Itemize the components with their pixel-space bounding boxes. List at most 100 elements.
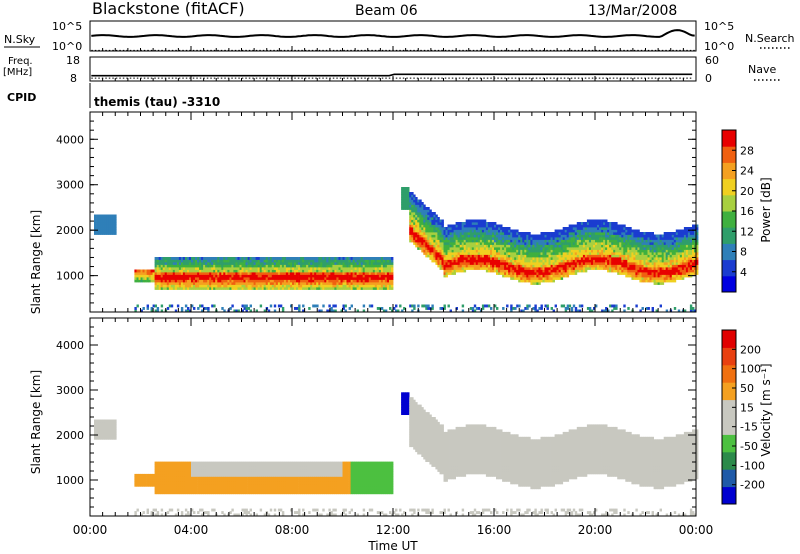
power-cell (461, 239, 465, 243)
power-cell (104, 217, 107, 220)
power-cell (526, 237, 529, 240)
power-cell (172, 267, 176, 270)
power-cell (508, 257, 511, 260)
power-cell (112, 214, 115, 218)
power-cell (253, 264, 256, 268)
power-cell (570, 249, 574, 253)
power-cell (471, 252, 475, 255)
power-cell (572, 239, 576, 243)
power-cell (554, 254, 557, 258)
power-cell (237, 259, 240, 263)
power-cell (366, 264, 370, 268)
power-cell (386, 262, 390, 265)
power-cell (156, 267, 160, 270)
power-cell (449, 272, 452, 275)
power-cell (481, 222, 485, 225)
power-cell (360, 282, 364, 285)
power-cell (391, 259, 394, 263)
power-cell (528, 262, 531, 265)
power-cell (498, 229, 501, 233)
power-cell (219, 277, 222, 280)
power-cell (277, 282, 281, 285)
power-cell (564, 252, 568, 255)
power-cell (378, 287, 382, 290)
power-cell (687, 244, 691, 248)
power-cell (158, 264, 162, 268)
power-cell (279, 272, 283, 275)
power-cell (409, 234, 412, 238)
power-cell (467, 234, 471, 238)
power-cell (544, 252, 547, 255)
power-cell (354, 262, 357, 265)
power-cell (174, 257, 178, 260)
power-cell (403, 204, 406, 208)
power-cell (502, 229, 505, 233)
power-cell (384, 259, 388, 263)
power-cell (211, 304, 214, 308)
power-cell (663, 242, 667, 245)
power-cell (197, 279, 200, 283)
power-cell (271, 262, 275, 265)
power-cell (352, 267, 355, 270)
power-cell (288, 257, 291, 260)
power-cell (673, 277, 677, 280)
power-cell (530, 237, 533, 240)
power-cell (530, 254, 533, 258)
power-cell (421, 249, 424, 253)
power-cell (609, 222, 612, 225)
power-cell (574, 264, 578, 268)
power-cell (257, 284, 261, 288)
power-cell (625, 259, 628, 263)
power-cell (182, 259, 186, 263)
power-cell (554, 249, 557, 253)
power-cell (498, 262, 501, 265)
power-cell (425, 234, 428, 238)
power-cell (346, 279, 349, 283)
power-cell (182, 279, 186, 283)
power-cell (110, 227, 113, 230)
power-cell (213, 282, 216, 285)
power-cell (504, 239, 507, 243)
power-cell (661, 272, 665, 275)
power-cell (588, 239, 592, 243)
power-cell (358, 284, 362, 288)
power-cell (203, 284, 206, 288)
power-cell (514, 252, 517, 255)
power-cell (106, 214, 109, 218)
power-cell (463, 244, 467, 248)
power-cell (492, 229, 495, 233)
power-cell (184, 262, 188, 265)
power-cell (328, 257, 331, 260)
power-cell (471, 307, 475, 310)
power-cell (98, 229, 101, 233)
power-cell (273, 284, 277, 288)
power-cell (514, 244, 517, 248)
power-cell (663, 247, 667, 250)
power-cell (330, 269, 333, 273)
power-cell (621, 254, 624, 258)
power-cell (455, 249, 458, 253)
power-cell (605, 242, 608, 245)
power-cell (158, 279, 162, 283)
power-cell (475, 267, 479, 270)
power-cell (613, 249, 616, 253)
power-cell (542, 242, 545, 245)
power-cell (615, 232, 618, 235)
power-cell (574, 224, 578, 228)
power-cell (263, 274, 267, 278)
power-cell (251, 262, 254, 265)
power-cell (659, 282, 662, 285)
power-cell (229, 262, 232, 265)
power-cell (415, 199, 418, 203)
power-cell (108, 222, 111, 225)
power-cell (593, 227, 596, 230)
power-cell (314, 287, 317, 290)
power-cell (564, 232, 568, 235)
power-cell (431, 247, 434, 250)
power-cell (324, 279, 327, 283)
power-cell (504, 247, 507, 250)
power-cell (437, 247, 440, 250)
power-cell (233, 309, 236, 313)
power-cell (665, 262, 669, 265)
power-cell (389, 272, 392, 275)
